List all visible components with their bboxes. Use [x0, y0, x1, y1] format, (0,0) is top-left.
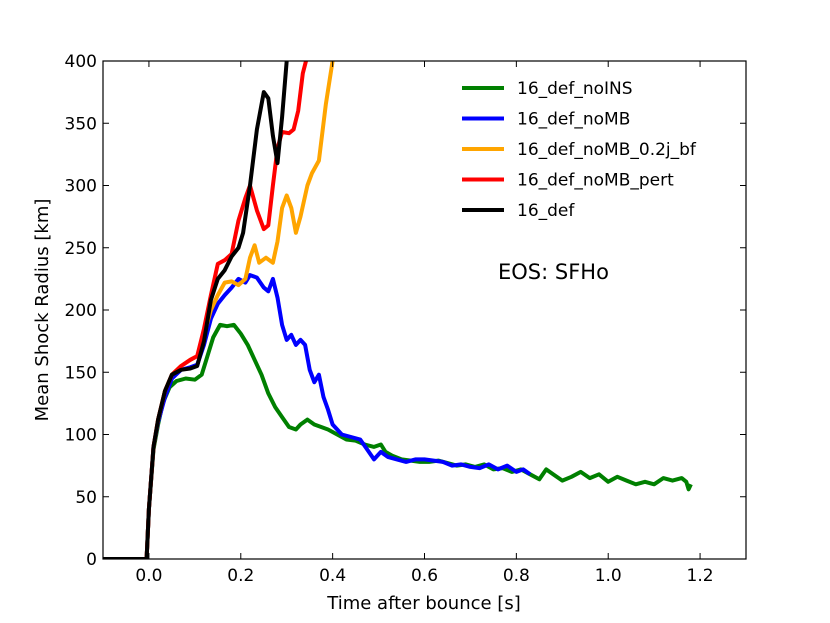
- series-line-16_def_noMB: [103, 273, 532, 559]
- y-tick-label: 250: [65, 239, 97, 259]
- y-tick-label: 0: [86, 550, 97, 570]
- x-tick-label: 0.0: [135, 566, 162, 586]
- series-line-16_def_noMB_pert: [103, 61, 308, 559]
- eos-annotation: EOS: SFHo: [498, 260, 609, 284]
- series-line-16_def_noMB_0.2j_bf: [103, 61, 335, 559]
- legend-label: 16_def_noMB_pert: [517, 171, 674, 191]
- y-axis: 0 50 100 150 200 250 300 350 400: [65, 52, 746, 570]
- x-tick-label: 0.6: [411, 566, 438, 586]
- x-tick-label: 0.2: [227, 566, 254, 586]
- legend: 16_def_noINS 16_def_noMB 16_def_noMB_0.2j_…: [462, 79, 697, 221]
- series-line-16_def_noINS: [103, 322, 693, 559]
- y-tick-label: 350: [65, 114, 97, 134]
- legend-label: 16_def_noMB: [517, 110, 630, 130]
- x-tick-label: 0.4: [319, 566, 346, 586]
- x-axis-label: Time after bounce [s]: [326, 593, 520, 614]
- y-tick-label: 150: [65, 363, 97, 383]
- y-axis-label: Mean Shock Radius [km]: [32, 199, 53, 422]
- y-tick-label: 100: [65, 426, 97, 446]
- legend-label: 16_def: [517, 201, 575, 221]
- y-tick-label: 200: [65, 301, 97, 321]
- x-tick-label: 0.8: [503, 566, 530, 586]
- x-tick-label: 1.2: [687, 566, 714, 586]
- legend-label: 16_def_noMB_0.2j_bf: [517, 140, 697, 160]
- plot-area: [102, 60, 747, 560]
- x-axis: 0.0 0.2 0.4 0.6 0.8 1.0 1.2: [135, 61, 714, 586]
- x-tick-label: 1.0: [595, 566, 622, 586]
- y-tick-label: 300: [65, 177, 97, 197]
- y-tick-label: 400: [65, 52, 97, 72]
- legend-label: 16_def_noINS: [517, 79, 633, 99]
- series-line-16_def: [103, 61, 289, 559]
- series-group: [103, 61, 693, 559]
- y-tick-label: 50: [75, 488, 97, 508]
